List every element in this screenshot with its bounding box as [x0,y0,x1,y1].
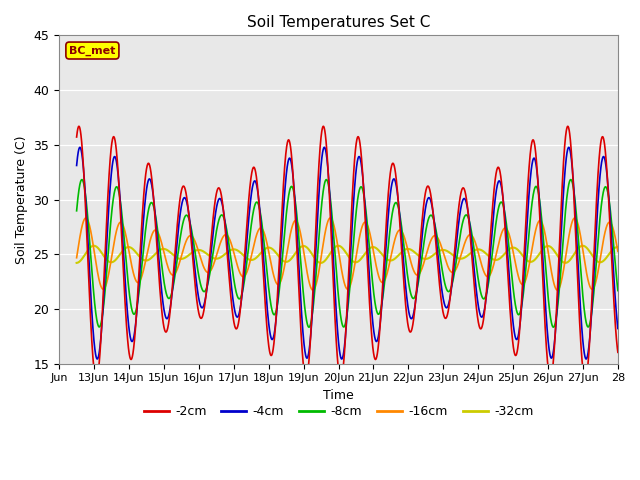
Title: Soil Temperatures Set C: Soil Temperatures Set C [247,15,430,30]
X-axis label: Time: Time [323,389,354,402]
Y-axis label: Soil Temperature (C): Soil Temperature (C) [15,135,28,264]
Text: BC_met: BC_met [69,46,116,56]
Legend: -2cm, -4cm, -8cm, -16cm, -32cm: -2cm, -4cm, -8cm, -16cm, -32cm [139,400,538,423]
